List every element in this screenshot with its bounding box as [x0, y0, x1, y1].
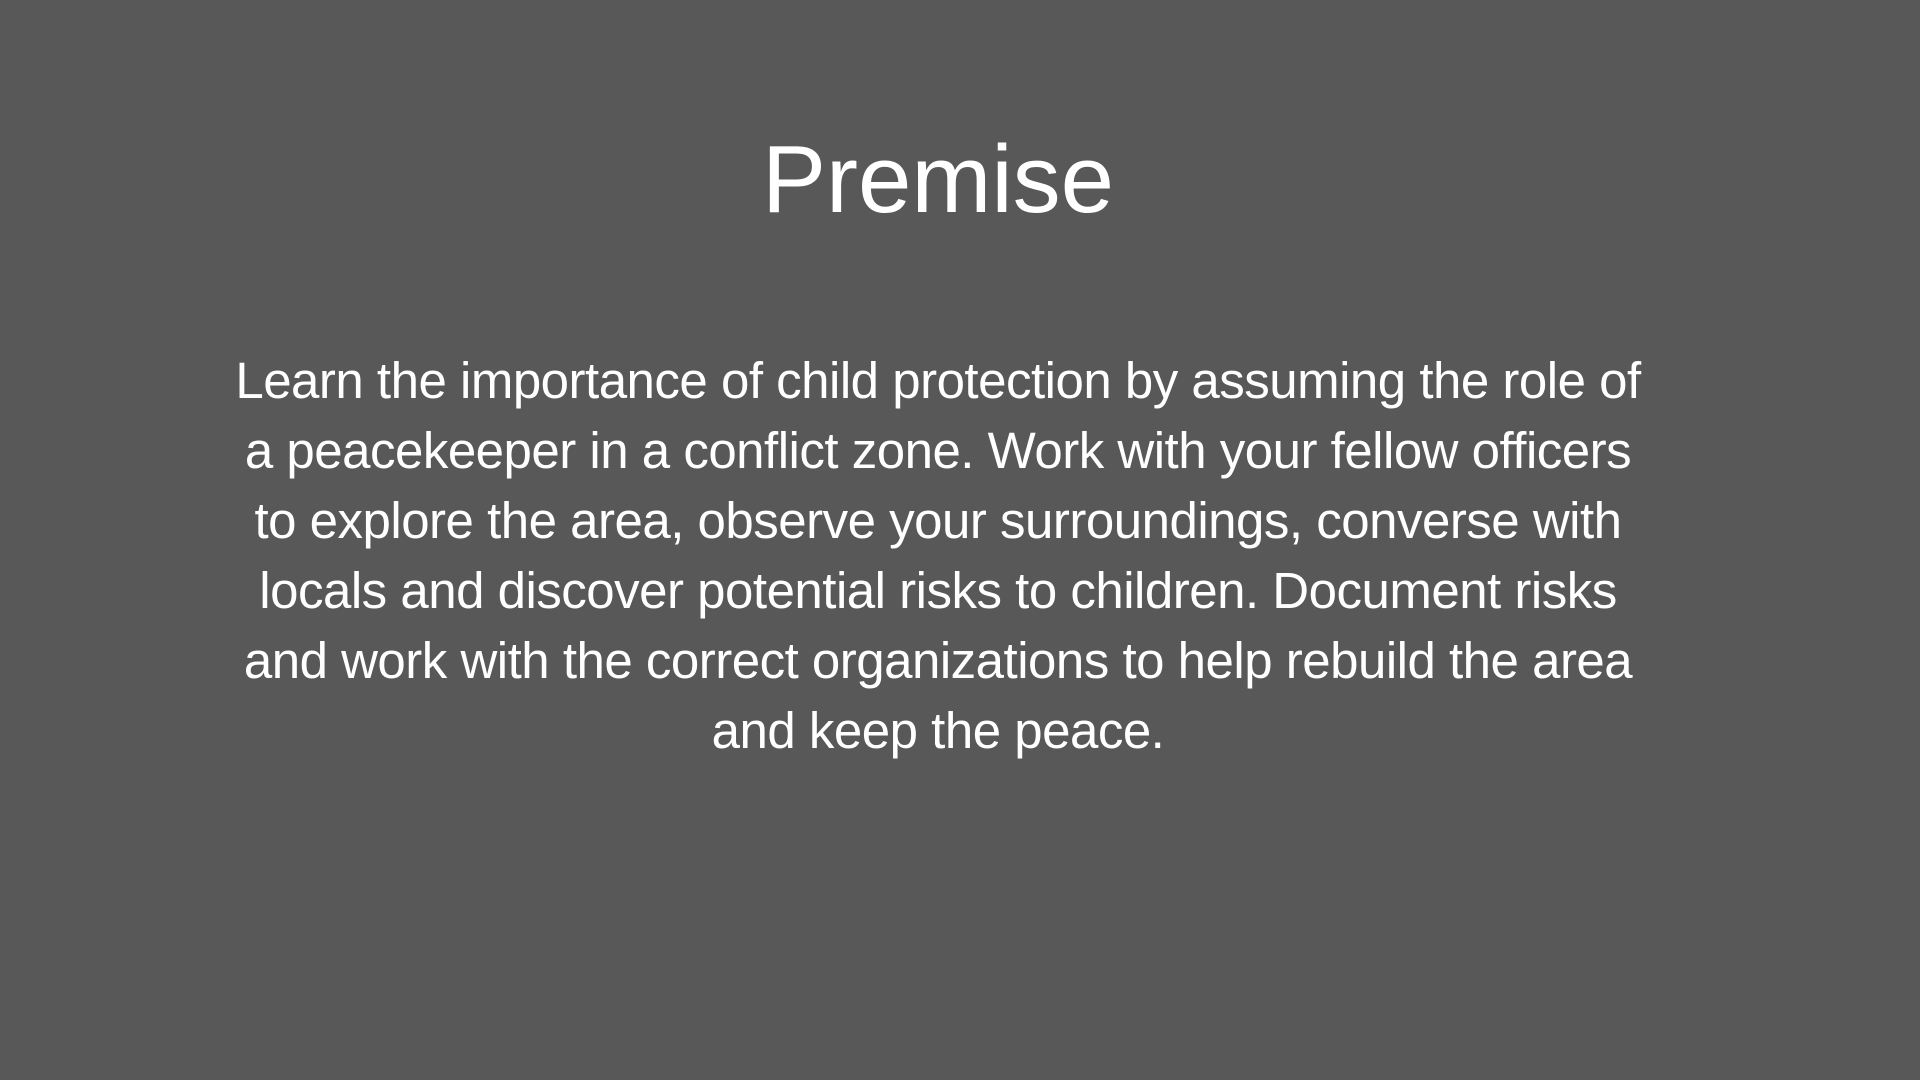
premise-description: Learn the importance of child protection… — [140, 346, 1736, 766]
description-line: and keep the peace. — [711, 702, 1165, 759]
description-line: locals and discover potential risks to c… — [259, 562, 1617, 619]
description-line: a peacekeeper in a conflict zone. Work w… — [244, 422, 1632, 479]
description-line: to explore the area, observe your surrou… — [254, 492, 1622, 549]
description-line: Learn the importance of child protection… — [235, 352, 1641, 409]
slide-title: Premise — [761, 126, 1115, 233]
description-line: and work with the correct organizations … — [243, 632, 1633, 689]
